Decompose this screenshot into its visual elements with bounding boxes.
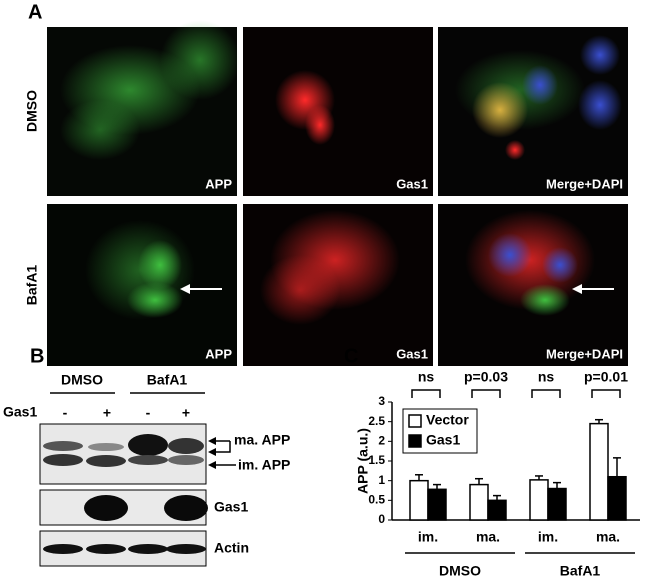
legend-label: Gas1	[426, 432, 460, 448]
row-label: DMSO	[24, 90, 40, 132]
significance-label: ns	[418, 369, 435, 385]
x-tick-label: im.	[418, 529, 438, 545]
bar	[409, 479, 429, 521]
blot	[39, 423, 207, 485]
panel-label: B	[30, 345, 44, 367]
x-tick-label: ma.	[596, 529, 620, 545]
micrograph	[243, 27, 433, 196]
significance-label: ns	[538, 369, 555, 385]
row-label: BafA1	[24, 265, 40, 306]
significance-bracket	[531, 389, 561, 398]
band-arrows	[214, 440, 236, 466]
panel-label: A	[28, 1, 42, 23]
image-label: Gas1	[396, 346, 428, 361]
image-label: APP	[205, 346, 232, 361]
image-label: APP	[205, 176, 232, 191]
band-label: Actin	[214, 540, 249, 556]
y-tick-label: 1.5	[368, 453, 385, 467]
treatment-label: BafA1	[147, 372, 188, 388]
x-tick-label: im.	[538, 529, 558, 545]
y-tick-label: 3	[378, 394, 385, 408]
bar	[589, 422, 609, 521]
bar	[547, 487, 567, 521]
row-label: Gas1	[3, 404, 37, 420]
group-label: DMSO	[439, 563, 481, 579]
treatment-label: DMSO	[61, 372, 103, 388]
micrograph	[47, 204, 237, 366]
legend-swatch	[408, 414, 422, 428]
significance-label: p=0.01	[584, 369, 628, 385]
micrograph	[243, 204, 433, 366]
bar	[487, 499, 507, 521]
image-label: Merge+DAPI	[546, 176, 623, 191]
bar	[469, 483, 489, 521]
bar	[607, 475, 627, 521]
band-label: Gas1	[214, 499, 248, 515]
legend-label: Vector	[426, 412, 469, 428]
y-tick-label: 0.5	[368, 493, 385, 507]
micrograph	[438, 27, 628, 196]
image-label: Gas1	[396, 176, 428, 191]
group-label: BafA1	[560, 563, 601, 579]
panel-label: C	[344, 345, 358, 367]
lane-sign: +	[182, 405, 190, 421]
significance-bracket	[411, 389, 441, 398]
y-axis-label: APP (a.u.)	[355, 428, 371, 494]
image-label: Merge+DAPI	[546, 346, 623, 361]
micrograph	[47, 20, 240, 196]
blot	[39, 489, 208, 526]
micrograph	[438, 204, 628, 366]
chart: 0 0.5 1 1.5 2 2.5 3 im. ns ma. p=0.03 im. ns ma. p=0.0…	[368, 369, 640, 579]
bar	[427, 488, 447, 521]
band-label: im. APP	[238, 457, 290, 473]
lane-sign: +	[103, 405, 111, 421]
arrowheads	[208, 437, 216, 469]
blot	[39, 530, 207, 567]
y-tick-label: 0	[378, 512, 385, 526]
y-tick-label: 1	[378, 473, 385, 487]
bar	[529, 479, 549, 521]
y-tick-label: 2.5	[368, 414, 385, 428]
significance-bracket	[471, 389, 501, 398]
band-label: ma. APP	[234, 432, 290, 448]
lane-sign: -	[63, 405, 68, 421]
lane-sign: -	[146, 405, 151, 421]
x-tick-label: ma.	[476, 529, 500, 545]
y-tick-label: 2	[378, 434, 385, 448]
significance-label: p=0.03	[464, 369, 508, 385]
significance-bracket	[591, 389, 621, 398]
legend-swatch	[408, 434, 422, 448]
